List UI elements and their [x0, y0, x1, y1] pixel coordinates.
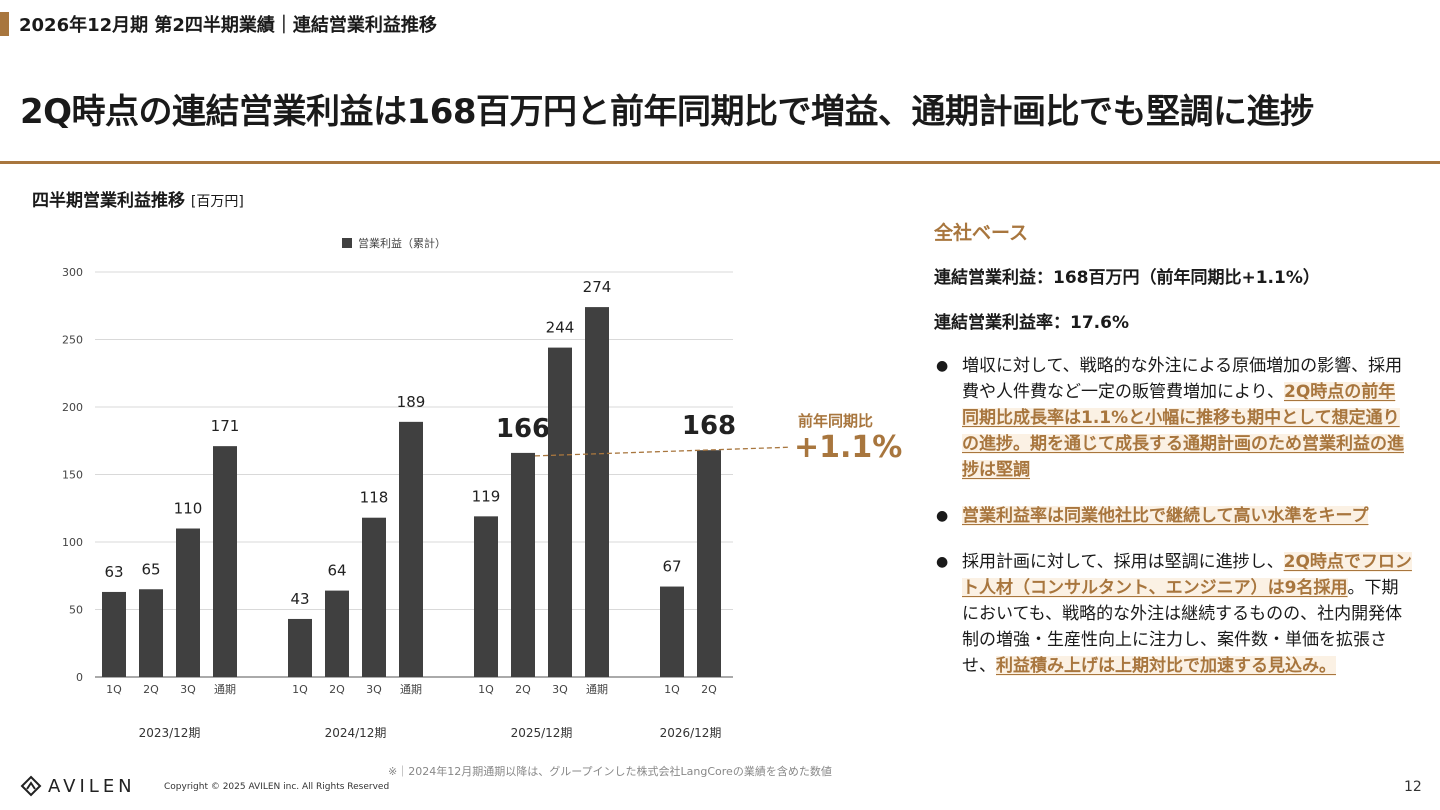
period-label: 2025/12期 — [511, 726, 573, 740]
x-tick-label: 2Q — [143, 683, 159, 696]
breadcrumb: 2026年12月期 第2四半期業績｜連結営業利益推移 — [19, 15, 437, 36]
summary-panel: 全社ベース 連結営業利益：168百万円（前年同期比+1.1%） 連結営業利益率：… — [934, 218, 1412, 699]
bullet-highlight: 利益積み上げは上期対比で加速する見込み。 — [996, 656, 1336, 676]
data-label: 168 — [682, 411, 736, 441]
data-label: 244 — [546, 319, 575, 337]
footnote: ※｜2024年12月期通期以降は、グループインした株式会社LangCoreの業績… — [388, 765, 832, 778]
data-label: 67 — [662, 558, 681, 576]
y-tick-label: 100 — [62, 536, 83, 549]
chart-bar — [362, 517, 386, 677]
period-label: 2024/12期 — [325, 726, 387, 740]
data-label: 43 — [290, 590, 309, 608]
x-tick-label: 通期 — [586, 683, 608, 696]
chart-bar — [176, 528, 200, 677]
summary-base-heading: 全社ベース — [934, 222, 1029, 244]
x-tick-label: 1Q — [106, 683, 122, 696]
chart-bar — [548, 347, 572, 677]
logo-text: AVILEN — [48, 775, 136, 797]
bullet-profit-growth: 増収に対して、戦略的な外注による原価増加の影響、採用費や人件費など一定の販管費増… — [934, 353, 1412, 483]
operating-profit-bar-chart: 営業利益（累計） 0 50 100 150 200 250 300 63 1Q 65 2Q 110 3Q 1… — [62, 236, 791, 740]
x-tick-label: 通期 — [214, 683, 236, 696]
y-tick-label: 300 — [62, 266, 83, 279]
bullet-text: 増収に対して、戦略的な外注による原価増加の影響、採用費や人件費など一定の販管費増… — [962, 356, 1403, 402]
x-tick-label: 2Q — [329, 683, 345, 696]
page-title: 2Q時点の連結営業利益は168百万円と前年同期比で増益、通期計画比でも堅調に進捗 — [20, 92, 1314, 132]
chart-bar — [288, 618, 312, 677]
x-tick-label: 通期 — [400, 683, 422, 696]
chart-bar — [660, 586, 684, 677]
metric-operating-margin: 連結営業利益率：17.6% — [934, 313, 1129, 333]
data-label: 118 — [360, 489, 389, 507]
y-tick-label: 0 — [76, 671, 83, 684]
bullet-hiring: 採用計画に対して、採用は堅調に進捗し、2Q時点でフロント人材（コンサルタント、エ… — [934, 549, 1412, 679]
data-label: 274 — [583, 278, 612, 296]
y-tick-label: 200 — [62, 401, 83, 414]
data-label: 119 — [472, 487, 501, 505]
top-breadcrumb-bar: 2026年12月期 第2四半期業績｜連結営業利益推移 — [0, 10, 437, 38]
y-tick-label: 50 — [69, 604, 83, 617]
legend-swatch — [342, 238, 352, 248]
copyright: Copyright © 2025 AVILEN inc. All Rights … — [164, 782, 390, 792]
chart-title: 四半期営業利益推移 [百万円] — [32, 186, 244, 211]
chart-bar — [474, 516, 498, 677]
data-label: 189 — [397, 393, 426, 411]
x-tick-label: 1Q — [478, 683, 494, 696]
period-label: 2026/12期 — [660, 726, 722, 740]
x-tick-label: 2Q — [515, 683, 531, 696]
period-label: 2023/12期 — [139, 726, 201, 740]
chart-bar — [325, 590, 349, 677]
metric-operating-profit: 連結営業利益：168百万円（前年同期比+1.1%） — [934, 268, 1320, 288]
data-label: 110 — [174, 500, 203, 518]
chart-bar — [102, 591, 126, 677]
chart-bar — [213, 446, 237, 677]
legend-label: 営業利益（累計） — [358, 236, 446, 250]
x-tick-label: 3Q — [366, 683, 382, 696]
y-tick-label: 150 — [62, 469, 83, 482]
data-label: 63 — [104, 563, 123, 581]
company-logo: AVILEN — [20, 775, 136, 797]
yoy-label: 前年同期比 — [798, 412, 874, 430]
y-tick-label: 250 — [62, 334, 83, 347]
data-label: 64 — [327, 562, 346, 580]
page-number: 12 — [1404, 779, 1422, 795]
chart-bar — [697, 450, 721, 677]
x-tick-label: 1Q — [292, 683, 308, 696]
avilen-logo-icon — [20, 775, 42, 797]
chart-title-text: 四半期営業利益推移 — [32, 191, 185, 211]
yoy-value: +1.1% — [794, 430, 903, 465]
chart-bar — [139, 589, 163, 677]
bullet-highlight: 営業利益率は同業他社比で継続して高い水準をキープ — [962, 506, 1369, 526]
bullet-text: 採用計画に対して、採用は堅調に進捗し、 — [962, 552, 1284, 572]
yoy-dashed-line — [534, 446, 791, 457]
accent-block — [0, 12, 9, 36]
chart-bar — [399, 421, 423, 677]
title-divider — [0, 161, 1440, 164]
bullet-text: 。下期においても、戦略的な外注は継続するものの、社内開発体制の増強・生産性向上に… — [962, 578, 1403, 676]
x-tick-label: 1Q — [664, 683, 680, 696]
chart-bar — [511, 452, 535, 677]
data-label: 171 — [211, 417, 240, 435]
data-label: 166 — [496, 414, 550, 444]
data-label: 65 — [141, 560, 160, 578]
x-tick-label: 2Q — [701, 683, 717, 696]
x-tick-label: 3Q — [180, 683, 196, 696]
x-tick-label: 3Q — [552, 683, 568, 696]
chart-unit: [百万円] — [190, 194, 244, 210]
chart-bar — [585, 307, 609, 677]
summary-bullets: 増収に対して、戦略的な外注による原価増加の影響、採用費や人件費など一定の販管費増… — [934, 353, 1412, 679]
bullet-margin: 営業利益率は同業他社比で継続して高い水準をキープ — [934, 503, 1412, 529]
